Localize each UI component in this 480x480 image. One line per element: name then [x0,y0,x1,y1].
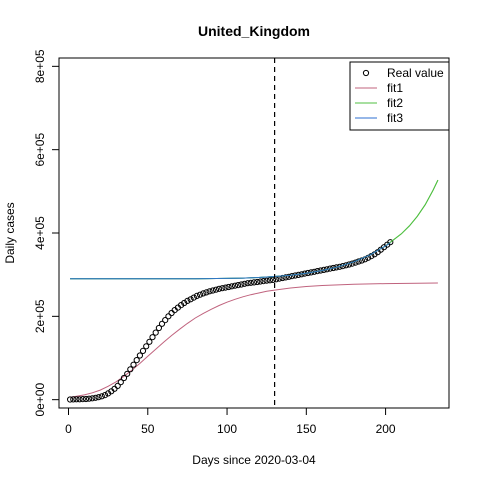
data-point [235,282,242,289]
x-tick-label: 200 [376,422,396,436]
data-point [70,396,77,403]
data-point [89,395,96,402]
x-tick-label: 50 [141,422,155,436]
data-point [127,366,134,373]
data-point [136,352,143,359]
data-point [114,382,121,389]
data-point [285,273,292,280]
data-point [365,254,372,261]
data-point [282,274,289,281]
chart-title: United_Kingdom [198,23,310,39]
data-point [219,285,226,292]
data-point [231,282,239,289]
data-point [212,286,220,293]
data-point [387,239,394,246]
data-point [95,394,102,401]
y-tick-label: 2e+05 [33,299,47,333]
y-tick-label: 0e+00 [33,383,47,417]
data-point [238,281,245,288]
x-tick-label: 150 [296,422,316,436]
data-point [117,379,124,386]
x-tick-label: 100 [217,422,237,436]
legend-label-Real value: Real value [387,66,444,80]
data-point [228,283,235,290]
data-point [86,395,93,402]
data-point [152,329,159,336]
data-point [206,288,213,295]
data-point [209,287,216,294]
data-point [241,280,248,287]
y-tick-label: 8e+05 [33,49,47,83]
data-point [260,278,267,285]
data-point [368,253,375,260]
data-point [158,320,166,327]
data-point [82,395,90,403]
data-point [247,279,254,286]
data-point [358,257,365,264]
y-tick-label: 4e+05 [33,216,47,250]
data-point [263,277,270,284]
data-point [139,347,147,354]
legend-label-fit1: fit1 [387,81,403,95]
legend-box [349,61,450,131]
data-point [101,392,109,399]
y-tick-label: 6e+05 [33,133,47,167]
data-point [165,313,172,320]
series-line-fit1 [70,282,438,398]
data-point [327,265,334,272]
x-axis-label: Days since 2020-03-04 [192,453,316,467]
data-point [193,292,200,299]
data-point [76,396,83,403]
data-point [187,296,194,303]
data-point [250,279,258,286]
data-point [149,334,156,341]
data-point [254,278,261,286]
axes-layer: 0 50 100 150 200 0e+00 2e+05 4e+05 6e+05 8e+05 [33,49,396,436]
legend-label-fit3: fit3 [387,111,403,125]
data-point [244,280,251,287]
plot-layer [67,58,439,408]
data-point [143,343,150,350]
data-point [130,361,137,368]
data-point [190,294,197,301]
data-point [124,370,131,377]
data-point [133,357,140,364]
data-point [92,394,99,401]
y-axis-label: Daily cases [3,202,17,263]
data-point [200,290,207,297]
data-point [288,273,296,280]
data-point [155,324,162,332]
x-tick-label: 0 [65,422,72,436]
data-point [98,393,105,400]
data-point [216,285,223,292]
data-point [266,277,273,284]
data-point [292,272,299,279]
data-point [355,258,362,265]
data-point [203,289,210,296]
data-point [120,374,128,382]
data-point [162,317,169,324]
data-point [257,278,264,285]
data-point [222,284,229,291]
data-point [197,291,204,298]
data-point [73,396,80,403]
data-point [146,338,153,345]
data-point [67,396,74,403]
data-point [79,396,86,403]
data-point [269,276,277,283]
data-point [184,297,191,304]
data-point [225,283,232,291]
legend-label-fit2: fit2 [387,96,403,110]
legend-marker-Real value [362,69,370,77]
